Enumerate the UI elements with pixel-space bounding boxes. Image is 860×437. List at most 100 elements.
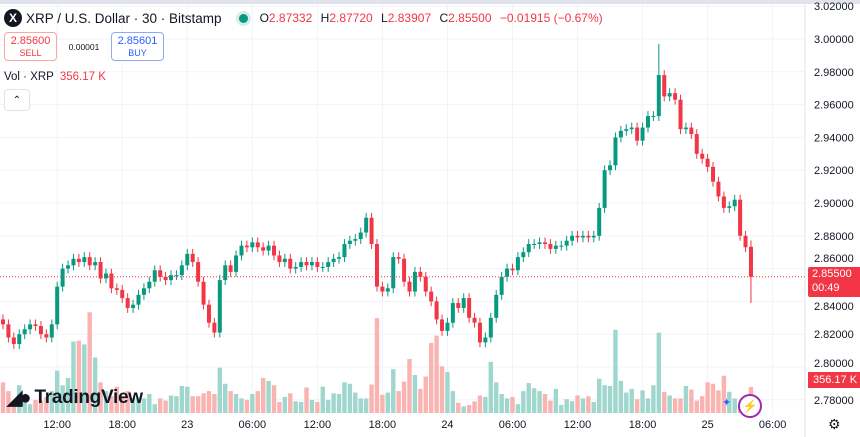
candle — [380, 281, 385, 297]
candle — [120, 285, 125, 304]
candle-body — [580, 235, 585, 238]
market-open-status-icon — [238, 13, 248, 23]
candle — [76, 253, 81, 267]
candle — [716, 176, 721, 202]
buy-label: BUY — [128, 47, 147, 58]
candle — [141, 283, 146, 300]
y-tick-label: 2.92000 — [814, 165, 854, 177]
volume-bar — [22, 398, 27, 413]
candle-body — [158, 270, 163, 277]
candle — [396, 252, 401, 264]
candle-body — [82, 257, 87, 263]
candle — [60, 263, 65, 292]
volume-bar — [553, 388, 559, 413]
tradingview-mark-icon: ◢● — [7, 387, 32, 409]
volume-bar — [342, 382, 347, 413]
volume-bar — [569, 401, 575, 413]
volume-bar — [244, 399, 250, 413]
volume-bar — [315, 402, 320, 413]
buy-button[interactable]: 2.85601 BUY — [111, 32, 164, 61]
volume-bar — [190, 396, 195, 413]
candle — [683, 122, 688, 135]
candle-body — [152, 270, 157, 282]
low-value: 2.83907 — [387, 11, 432, 25]
candle — [505, 263, 510, 282]
y-tick-label: 2.80000 — [814, 358, 854, 370]
volume-bar — [331, 393, 336, 413]
candle — [374, 239, 379, 292]
y-tick-label: 2.78000 — [814, 395, 854, 407]
candle-body — [369, 217, 374, 244]
volume-bar — [499, 394, 504, 413]
candle — [613, 132, 618, 171]
candle-body — [396, 257, 401, 259]
candle — [521, 247, 526, 263]
candle-body — [374, 244, 379, 287]
candle-body — [738, 199, 743, 236]
candle — [190, 248, 195, 267]
volume-bar — [304, 387, 309, 413]
candle — [342, 239, 347, 263]
candle-body — [33, 324, 38, 326]
settings-gear-icon[interactable]: ⚙ — [828, 416, 841, 432]
candle — [559, 240, 564, 251]
candle — [206, 299, 211, 328]
volume-bar — [575, 395, 580, 413]
candle-body — [440, 319, 445, 331]
y-tick-label: 2.86000 — [814, 253, 854, 265]
candle-body — [120, 289, 125, 299]
volume-bar — [374, 318, 380, 413]
close-label: C — [439, 11, 449, 25]
candle-body — [532, 244, 537, 245]
volume-bar — [282, 396, 288, 413]
lightning-icon[interactable]: ⚡ — [738, 394, 762, 418]
x-tick-label: 12:00 — [43, 419, 71, 431]
candle — [727, 201, 732, 213]
sparkle-icon: ✦ — [722, 397, 732, 409]
x-tick-label: 12:00 — [564, 419, 592, 431]
high-value: 2.87720 — [329, 11, 373, 25]
volume-bar — [152, 404, 157, 413]
symbol-title[interactable]: XRP / U.S. Dollar · 30 · Bitstamp — [26, 10, 222, 26]
candle-body — [87, 257, 92, 266]
y-tick-label: 2.94000 — [814, 132, 854, 144]
candle-body — [49, 324, 54, 338]
volume-bar — [418, 388, 423, 413]
volume-bar — [206, 391, 212, 413]
candle-body — [602, 170, 607, 208]
volume-bar — [456, 402, 461, 413]
tradingview-logo[interactable]: ◢● TradingView — [7, 385, 143, 410]
candle — [418, 266, 423, 282]
candle-body — [309, 262, 314, 266]
last-price-label: 2.85500 00:49 — [808, 267, 860, 297]
candle-body — [629, 127, 634, 130]
x-tick-label: 06:00 — [759, 419, 787, 431]
candle-body — [559, 245, 564, 247]
candle — [440, 314, 445, 336]
volume-bar — [233, 394, 239, 413]
candle — [391, 252, 396, 294]
ohlc-values: O2.87332 H2.87720 L2.83907 C2.85500 −0.0… — [260, 11, 608, 25]
volume-bar — [602, 385, 607, 413]
chevron-up-icon[interactable]: ⌃ — [4, 89, 30, 111]
time-axis[interactable]: 12:00 18:00 23 06:00 12:00 18:00 24 06:00 12:00 1… — [43, 419, 786, 431]
volume-bar — [163, 400, 168, 413]
candle — [456, 298, 461, 313]
volume-bar — [461, 406, 466, 413]
volume-legend[interactable]: Vol · XRP 356.17 K — [4, 71, 106, 83]
candle — [250, 237, 255, 253]
candle-body — [277, 255, 282, 263]
candle — [114, 283, 119, 295]
candle — [266, 240, 271, 256]
x-tick-label: 18:00 — [108, 419, 136, 431]
volume-bar — [624, 392, 629, 413]
candle — [315, 257, 320, 272]
price-axis[interactable]: 3.02000 3.00000 2.98000 2.96000 2.94000 2.920… — [814, 1, 854, 407]
candle — [223, 260, 228, 285]
sell-button[interactable]: 2.85600 SELL — [4, 32, 57, 61]
volume-bar — [439, 366, 445, 413]
volume-axis-label: 356.17 K — [808, 372, 860, 388]
volume-bar — [185, 386, 190, 413]
candle-body — [201, 281, 206, 305]
